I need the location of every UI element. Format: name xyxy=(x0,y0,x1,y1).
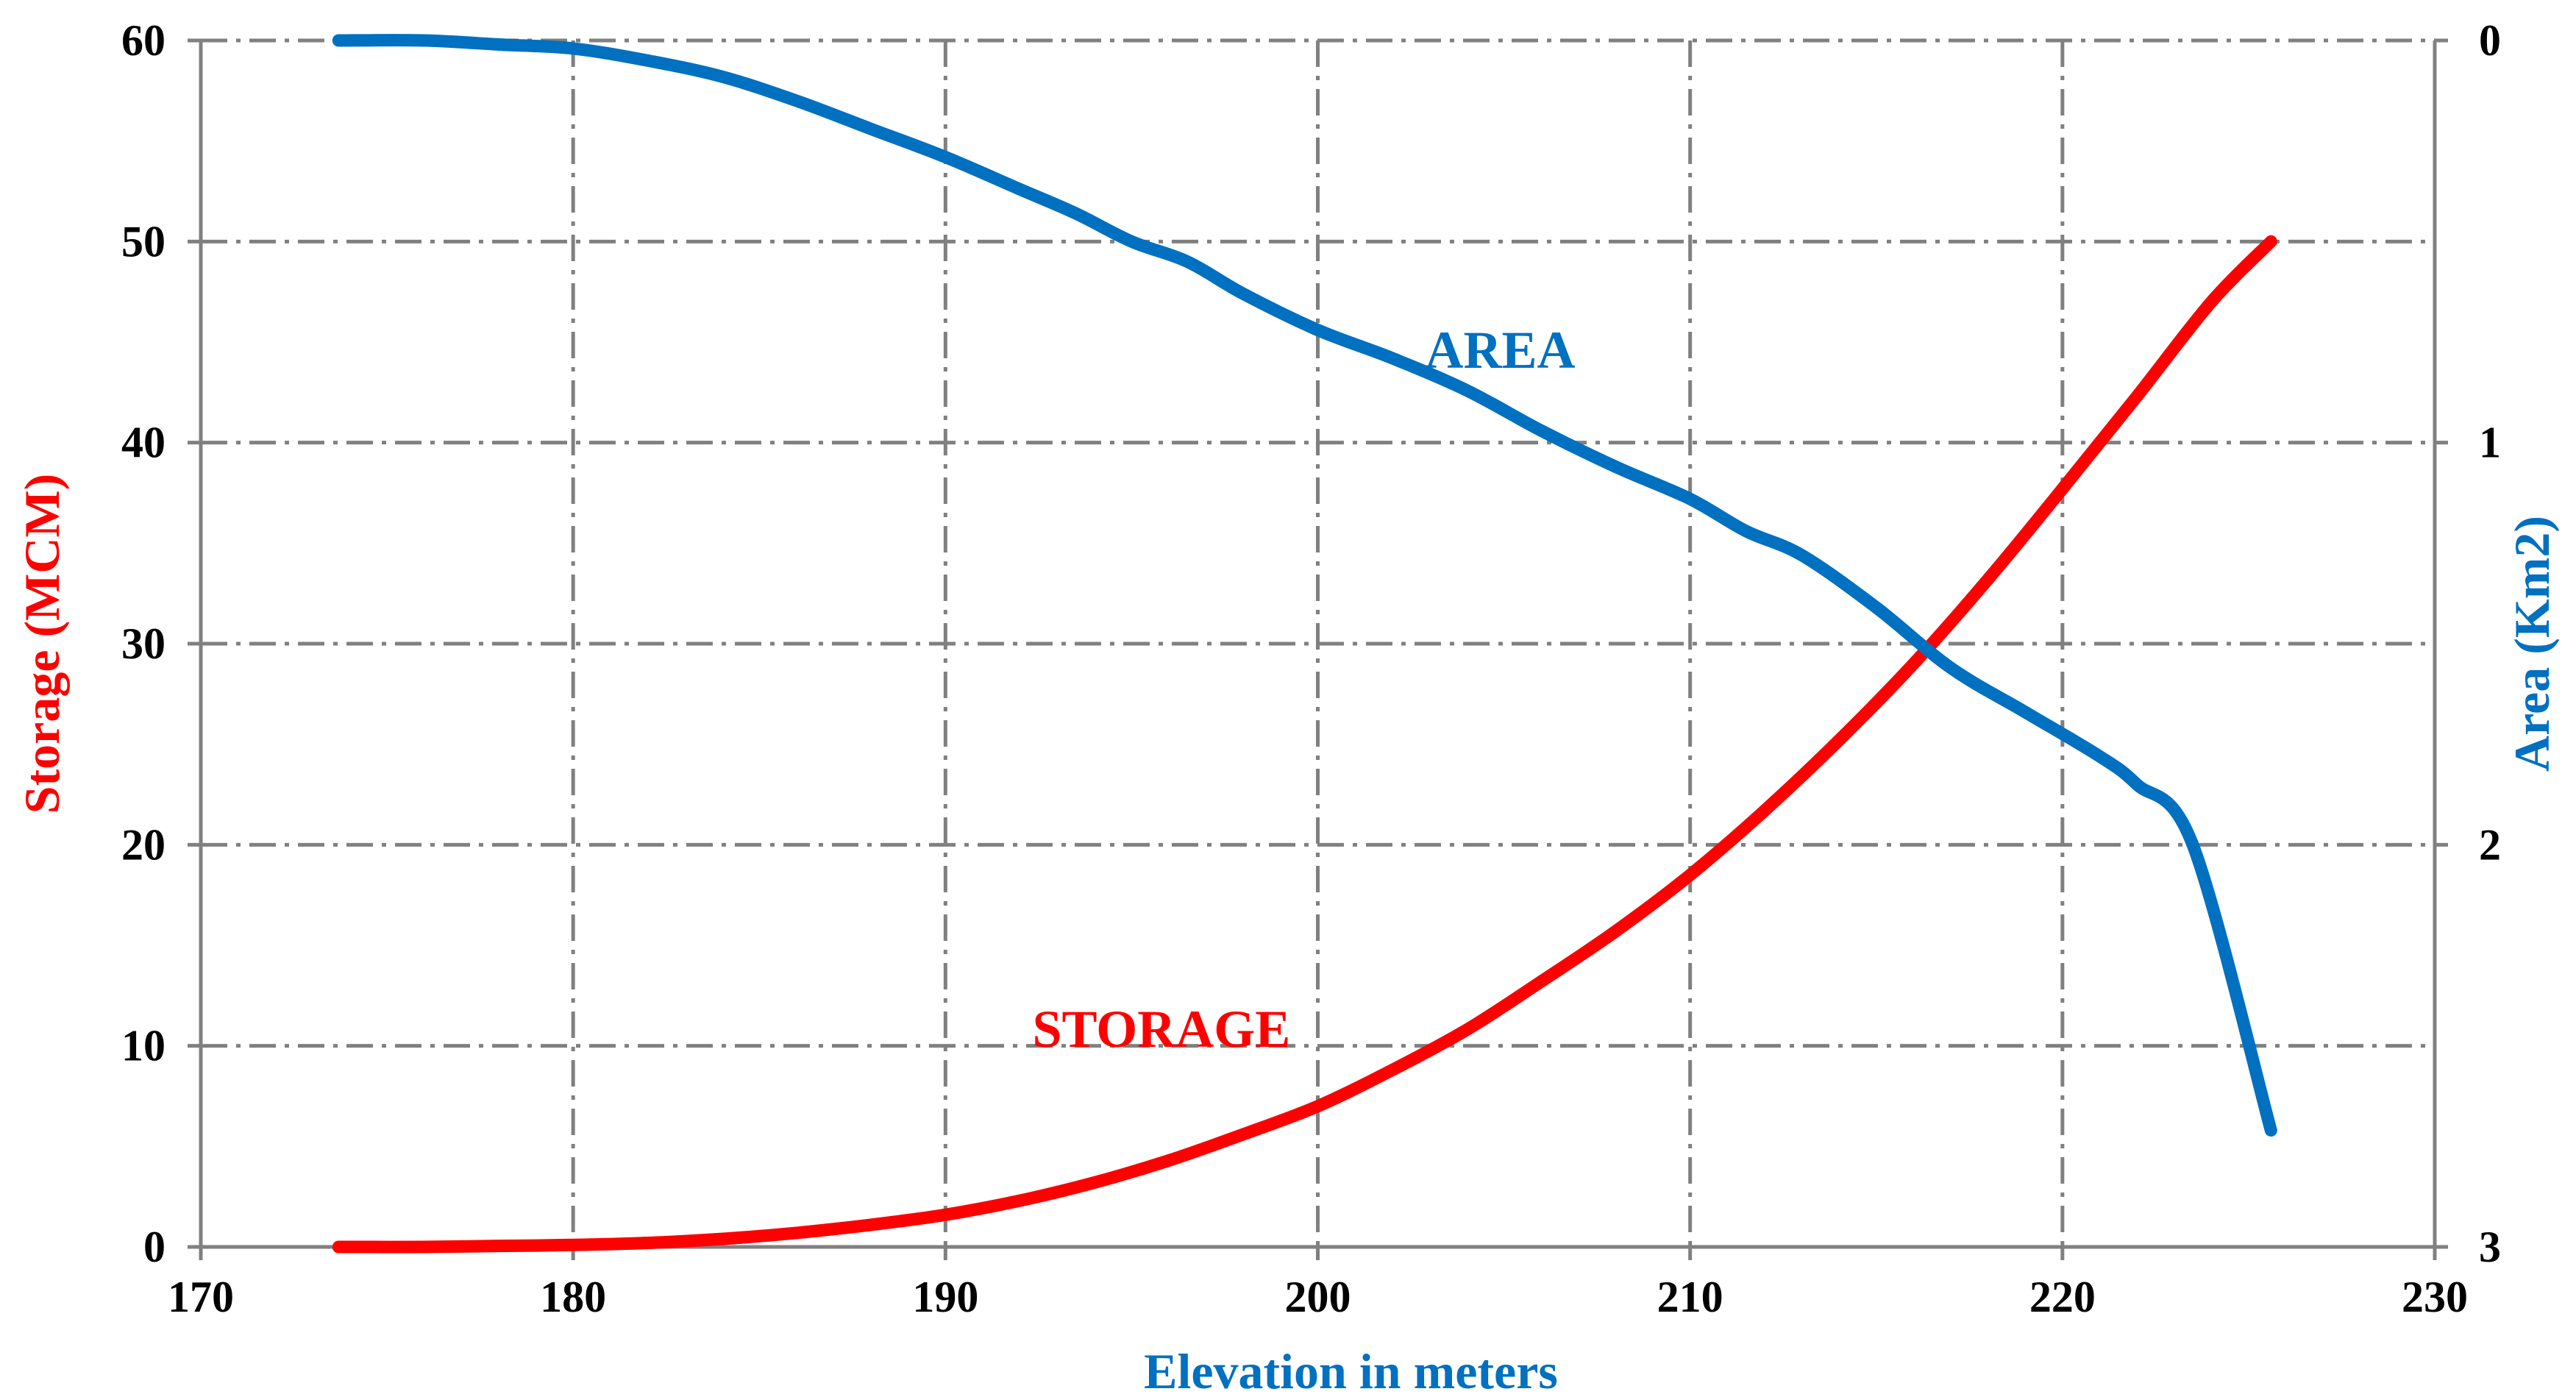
left-tick-label-40: 40 xyxy=(121,419,166,467)
left-tick-label-0: 0 xyxy=(143,1223,166,1271)
grid-lines xyxy=(201,38,2435,1247)
x-tick-label-200: 200 xyxy=(1285,1273,1351,1321)
storage-series-line xyxy=(332,235,2277,1254)
x-tick-label-230: 230 xyxy=(2402,1273,2468,1321)
x-axis-title: Elevation in meters xyxy=(1144,1343,1558,1397)
right-tick-label-2: 2 xyxy=(2479,820,2501,869)
x-tick-label-210: 210 xyxy=(1657,1273,1723,1321)
right-tick-label-0: 0 xyxy=(2479,16,2501,65)
x-tick-label-170: 170 xyxy=(168,1273,234,1321)
x-tick-label-190: 190 xyxy=(912,1273,978,1321)
storage-series-label: STORAGE xyxy=(1033,1000,1291,1059)
left-tick-label-60: 60 xyxy=(121,16,166,65)
x-tick-label-180: 180 xyxy=(540,1273,606,1321)
axes xyxy=(188,38,2448,1260)
tick-labels: 170 180 190 200 210 220 230 0 10 20 30 40 50 60 0 1 2 3 xyxy=(121,16,2501,1321)
left-tick-label-30: 30 xyxy=(121,619,166,668)
series-lines xyxy=(332,34,2277,1254)
left-tick-label-50: 50 xyxy=(121,217,166,266)
area-series-label: AREA xyxy=(1426,321,1576,380)
left-tick-label-10: 10 xyxy=(121,1022,166,1070)
annotations: AREA STORAGE xyxy=(1033,321,1576,1059)
right-tick-label-3: 3 xyxy=(2479,1223,2501,1271)
left-tick-label-20: 20 xyxy=(121,820,166,869)
area-series-line xyxy=(332,34,2277,1137)
left-y-axis-title: Storage (MCM) xyxy=(14,474,70,814)
right-y-axis-title: Area (Km2) xyxy=(2504,516,2560,772)
x-tick-label-220: 220 xyxy=(2029,1273,2096,1321)
right-tick-label-1: 1 xyxy=(2479,419,2501,467)
